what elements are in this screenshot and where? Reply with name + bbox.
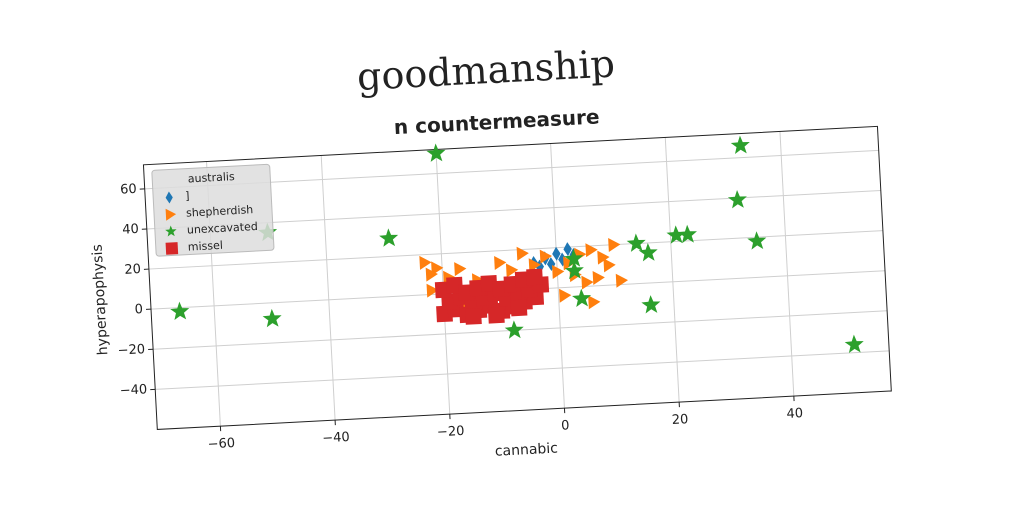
x-tick-label: 20 (671, 412, 688, 428)
point (526, 269, 543, 286)
legend-label: missel (187, 239, 223, 254)
point (419, 255, 432, 270)
legend-title: australis (187, 170, 235, 185)
x-tick-label: −20 (437, 424, 465, 440)
point (603, 258, 616, 273)
chart-subtitle: n countermeasure (393, 104, 600, 139)
chart-title: goodmanship (356, 42, 616, 99)
point (730, 135, 750, 154)
y-tick-label: 60 (120, 182, 137, 198)
x-tick-label: −40 (322, 430, 350, 446)
x-tick-label: −60 (207, 436, 235, 452)
point (641, 295, 661, 314)
y-tick-label: 20 (124, 262, 141, 278)
point (585, 243, 598, 258)
point (504, 320, 524, 339)
rotated-figure: goodmanship n countermeasure −60 −40 −20 0 20 4… (80, 28, 893, 480)
y-tick-label: 40 (122, 222, 139, 238)
point (488, 307, 505, 324)
point (465, 308, 482, 325)
point (844, 334, 864, 353)
x-axis-label: cannabic (494, 441, 558, 460)
point (581, 275, 594, 290)
x-tick-label: 40 (786, 406, 803, 422)
y-axis-label: hyperapophysis (90, 244, 112, 356)
y-tick-label: 0 (134, 302, 143, 317)
point (262, 308, 282, 327)
point (626, 233, 646, 252)
legend-marker (166, 242, 179, 255)
point (638, 242, 658, 261)
point (588, 295, 601, 310)
point (552, 264, 565, 279)
point (559, 288, 572, 303)
y-tick-label: −40 (119, 382, 147, 398)
point (511, 300, 528, 317)
point (608, 237, 621, 252)
point (593, 270, 606, 285)
grid-line (155, 351, 889, 389)
point (616, 273, 629, 288)
point (517, 246, 530, 261)
point (728, 190, 748, 209)
point (170, 301, 190, 320)
point (494, 255, 507, 270)
point (379, 228, 399, 247)
point (454, 262, 467, 277)
y-tick-label: −20 (117, 342, 145, 358)
legend-label: ] (185, 189, 190, 202)
x-tick-label: 0 (561, 418, 570, 433)
point (747, 231, 767, 250)
